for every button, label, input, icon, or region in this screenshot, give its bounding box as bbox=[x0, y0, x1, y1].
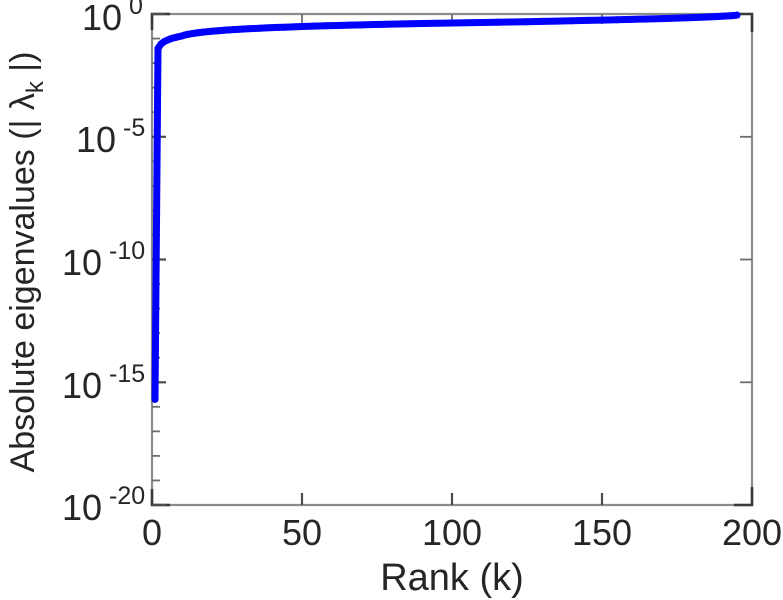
data-point bbox=[238, 25, 246, 33]
data-point bbox=[583, 16, 591, 24]
data-point bbox=[322, 22, 330, 30]
data-point bbox=[508, 18, 516, 26]
data-point bbox=[712, 13, 720, 21]
data-point bbox=[346, 21, 354, 29]
data-point bbox=[262, 24, 270, 32]
data-point bbox=[463, 19, 471, 27]
data-point bbox=[598, 16, 606, 24]
data-point bbox=[244, 25, 252, 33]
y-tick-mantissa-2: 10 bbox=[62, 242, 102, 283]
data-point bbox=[310, 22, 318, 30]
data-point bbox=[250, 24, 258, 32]
y-axis-title-symbol: λ bbox=[4, 93, 42, 110]
y-axis-title-suffix: |) bbox=[4, 52, 42, 82]
data-point bbox=[643, 15, 651, 23]
data-point bbox=[370, 21, 378, 29]
x-tick-label-50: 50 bbox=[282, 512, 322, 553]
data-point bbox=[673, 14, 681, 22]
eigenvalue-markers bbox=[151, 11, 741, 403]
y-tick-mantissa-1: 10 bbox=[76, 119, 116, 160]
y-tick-mantissa-4: 10 bbox=[62, 487, 102, 528]
data-point bbox=[334, 21, 342, 29]
y-tick-exponent-0: 0 bbox=[129, 0, 143, 20]
data-series-group bbox=[151, 11, 741, 403]
y-tick-label-1e-10: 10 -10 bbox=[62, 237, 145, 283]
data-point bbox=[613, 16, 621, 24]
data-point bbox=[268, 24, 276, 32]
x-tick-label-100: 100 bbox=[422, 512, 482, 553]
data-point bbox=[688, 14, 696, 22]
data-point bbox=[553, 17, 561, 25]
y-tick-labels: 10 0 10 -5 10 -10 10 -15 10 -20 bbox=[62, 0, 145, 528]
y-tick-label-1e-5: 10 -5 bbox=[76, 114, 145, 160]
data-point bbox=[523, 18, 531, 26]
x-tick-label-150: 150 bbox=[572, 512, 632, 553]
corner-bottom-right bbox=[734, 487, 754, 507]
data-point bbox=[568, 17, 576, 25]
y-tick-label-1e0: 10 0 bbox=[82, 0, 143, 38]
data-point bbox=[703, 13, 711, 21]
data-point bbox=[538, 17, 546, 25]
data-point bbox=[274, 23, 282, 31]
data-point bbox=[433, 19, 441, 27]
x-tick-label-200: 200 bbox=[722, 512, 782, 553]
y-tick-label-1e-15: 10 -15 bbox=[62, 360, 145, 406]
data-point bbox=[256, 24, 264, 32]
x-axis-title: Rank (k) bbox=[380, 557, 524, 599]
y-axis-title-subscript: k bbox=[22, 80, 49, 93]
y-tick-label-1e-20: 10 -20 bbox=[62, 482, 145, 528]
data-point bbox=[418, 20, 426, 28]
data-point bbox=[151, 395, 159, 403]
y-tick-exponent-3: -15 bbox=[109, 360, 145, 388]
svg-text:Absolute eigenvalues (| λk |): Absolute eigenvalues (| λk |) bbox=[4, 52, 49, 473]
data-point bbox=[406, 20, 414, 28]
data-point bbox=[718, 12, 726, 20]
y-tick-mantissa-3: 10 bbox=[62, 365, 102, 406]
data-point bbox=[658, 15, 666, 23]
data-point bbox=[286, 23, 294, 31]
data-point bbox=[448, 19, 456, 27]
y-tick-exponent-2: -10 bbox=[109, 237, 145, 265]
x-tick-label-0: 0 bbox=[142, 512, 162, 553]
y-tick-exponent-1: -5 bbox=[123, 114, 145, 142]
data-point bbox=[478, 18, 486, 26]
data-point bbox=[358, 21, 366, 29]
y-tick-mantissa-0: 10 bbox=[82, 0, 122, 38]
y-axis-title: Absolute eigenvalues (| λk |) bbox=[4, 52, 49, 473]
data-point bbox=[280, 23, 288, 31]
data-point bbox=[394, 20, 402, 28]
data-point bbox=[382, 20, 390, 28]
y-tick-exponent-4: -20 bbox=[109, 482, 145, 510]
data-point bbox=[733, 11, 741, 19]
y-axis-title-prefix: Absolute eigenvalues (| bbox=[4, 110, 42, 472]
x-tick-labels: 0 50 100 150 200 bbox=[142, 512, 782, 553]
data-point bbox=[493, 18, 501, 26]
data-point bbox=[628, 15, 636, 23]
data-point bbox=[292, 23, 300, 31]
data-point bbox=[298, 23, 306, 31]
